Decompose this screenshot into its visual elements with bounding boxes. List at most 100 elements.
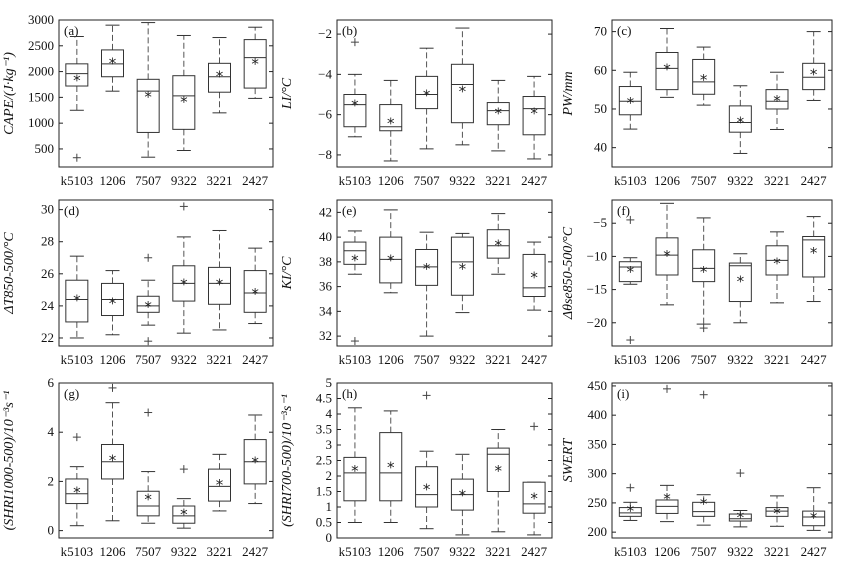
box-9322: * [172, 202, 196, 334]
y-tick-label: 0 [48, 523, 55, 538]
y-tick-label: 1 [326, 499, 333, 514]
iqr-box [618, 507, 642, 517]
iqr-box [65, 478, 89, 505]
iqr-box [172, 505, 196, 524]
mean-marker: * [700, 495, 708, 513]
y-tick-label: −6 [318, 107, 332, 122]
panel-label: (c) [617, 23, 631, 38]
panel-label: (e) [342, 203, 356, 218]
y-tick-label: 34 [319, 303, 333, 318]
iqr-box [728, 513, 752, 522]
x-tick-label: 3221 [207, 173, 233, 188]
y-tick-label: 4 [326, 406, 333, 421]
x-tick-label: 9322 [171, 544, 197, 559]
panel-label: (i) [617, 386, 629, 401]
y-axis-label: (SHRI1000-500)/10⁻³s⁻¹ [2, 391, 17, 531]
box-2427: * [802, 31, 826, 101]
box-7507: * [692, 217, 716, 333]
box-1206: * [101, 24, 124, 92]
x-tick-label: 7507 [414, 352, 441, 367]
panel-label: (a) [64, 23, 78, 38]
iqr-box [379, 104, 403, 132]
x-tick-label: 3221 [764, 352, 790, 367]
box-3221: * [486, 429, 510, 533]
panel-label: (d) [64, 203, 79, 218]
iqr-box [655, 237, 679, 276]
x-tick-label: k5103 [61, 352, 94, 367]
x-tick-label: 3221 [764, 544, 790, 559]
y-tick-label: 300 [588, 466, 608, 481]
x-tick-label: 2427 [242, 173, 269, 188]
mean-marker: * [627, 263, 635, 281]
box-2427: * [802, 487, 826, 531]
mean-marker: * [73, 71, 81, 89]
panel-frame [611, 19, 833, 168]
box-7507: * [136, 408, 160, 524]
x-tick-label: 2427 [801, 352, 828, 367]
mean-marker: * [109, 451, 117, 469]
mean-marker: * [423, 480, 431, 498]
y-tick-label: 36 [319, 279, 333, 294]
iqr-box [765, 507, 789, 517]
mean-marker: * [530, 105, 538, 123]
x-tick-label: 2427 [242, 352, 269, 367]
mean-marker: * [627, 94, 635, 112]
mean-marker: * [663, 61, 671, 79]
y-tick-label: 4.5 [316, 391, 332, 406]
mean-marker: * [180, 93, 188, 111]
x-tick-label: 1206 [100, 173, 127, 188]
mean-marker: * [495, 105, 503, 123]
y-tick-label: 3.5 [316, 422, 332, 437]
mean-marker: * [737, 113, 745, 131]
box-1206: * [655, 202, 679, 306]
x-tick-label: 2427 [521, 544, 548, 559]
mean-marker: * [495, 237, 503, 255]
mean-marker: * [773, 92, 781, 110]
box-1206: * [101, 270, 124, 336]
x-tick-label: 9322 [449, 544, 475, 559]
panel-frame [611, 199, 833, 347]
y-tick-label: 3000 [28, 12, 54, 27]
y-axis-label: PW/mm [561, 71, 576, 116]
x-tick-label: k5103 [339, 352, 372, 367]
mean-marker: * [737, 272, 745, 290]
y-axis-label: ΔT850-500/°C [2, 232, 17, 315]
y-tick-label: 400 [588, 407, 608, 422]
x-tick-label: 7507 [135, 173, 162, 188]
mean-marker: * [810, 244, 818, 262]
mean-marker: * [530, 490, 538, 508]
iqr-box [618, 86, 642, 116]
mean-marker: * [387, 251, 395, 269]
panel-b: −8 −6 −4 −2 (b) LI/°C * k5103 * 1206 * 7507 * 9322 * 32… [280, 19, 553, 188]
panel-frame [58, 199, 274, 347]
mean-marker: * [216, 476, 224, 494]
y-tick-label: 50 [594, 101, 607, 116]
y-tick-label: 42 [319, 204, 332, 219]
box-3221: * [765, 71, 789, 130]
y-axis-label: (SHRI700-500)/10⁻³s⁻¹ [280, 394, 295, 527]
iqr-box [243, 39, 267, 89]
y-tick-label: 2000 [28, 64, 54, 79]
x-tick-label: 7507 [691, 544, 718, 559]
mean-marker: * [387, 459, 395, 477]
iqr-box [343, 94, 367, 128]
box-1206: * [379, 410, 403, 523]
mean-marker: * [495, 462, 503, 480]
y-axis-label: SWERT [561, 438, 576, 483]
panel-label: (g) [64, 386, 79, 401]
box-9322: * [172, 34, 196, 151]
iqr-box [415, 466, 439, 508]
mean-marker: * [180, 505, 188, 523]
y-tick-label: 70 [594, 24, 607, 39]
mean-marker: * [663, 490, 671, 508]
mean-marker: * [144, 298, 152, 316]
y-tick-label: −10 [587, 248, 607, 263]
x-tick-label: 7507 [691, 173, 718, 188]
y-tick-label: 40 [319, 229, 332, 244]
mean-marker: * [351, 97, 359, 115]
box-k5103: * [618, 71, 642, 130]
y-tick-label: 0 [326, 530, 333, 545]
box-9322: * [728, 253, 752, 324]
panel-frame [336, 382, 553, 539]
mean-marker: * [180, 275, 188, 293]
